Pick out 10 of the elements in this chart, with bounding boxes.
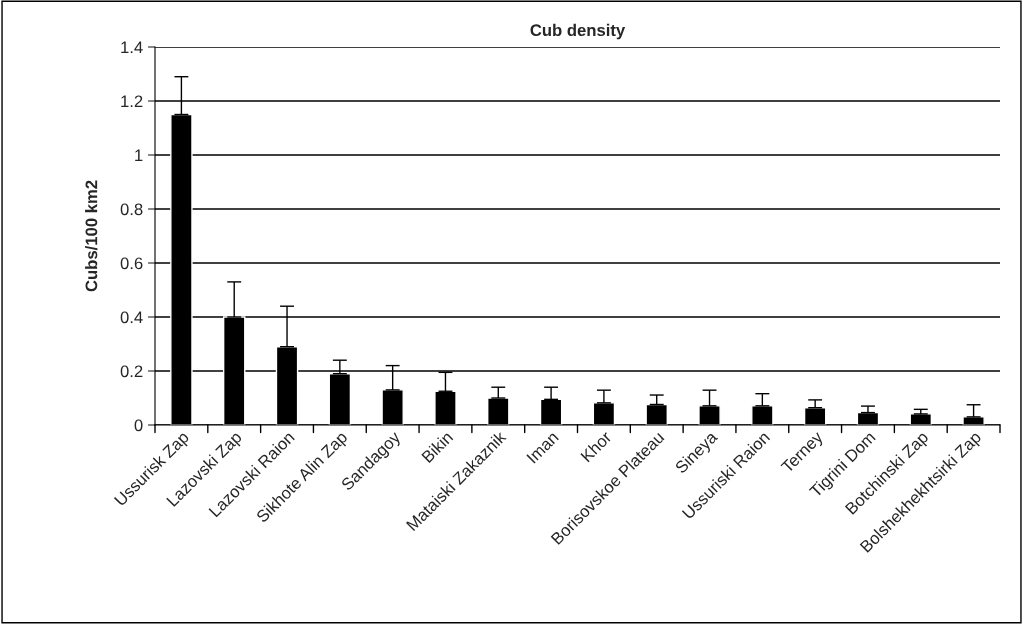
y-tick-label: 1.4 <box>121 41 143 54</box>
y-tick-label: 0.2 <box>120 365 143 378</box>
y-axis-title: Cubs/100 km2 <box>85 180 98 292</box>
chart-title: Cub density <box>530 23 626 40</box>
y-tick-label: 0 <box>134 419 143 432</box>
y-tick-label: 1.2 <box>121 95 143 108</box>
y-tick-label: 0.4 <box>120 311 143 324</box>
y-tick-label: 0.8 <box>120 203 143 216</box>
y-tick-label: 0.6 <box>120 257 143 270</box>
y-tick-label: 1 <box>135 149 143 162</box>
